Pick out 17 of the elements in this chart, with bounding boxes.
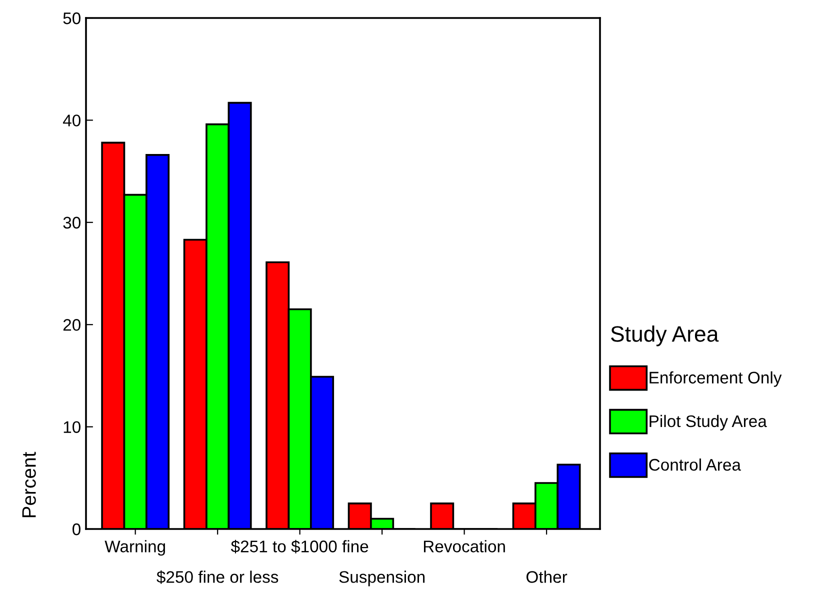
legend-label: Enforcement Only <box>650 371 782 387</box>
y-tick-label: 20 <box>63 319 80 331</box>
legend-label: Control Area <box>649 458 741 471</box>
y-tick-label: 50 <box>63 12 80 24</box>
y-tick-label: 10 <box>64 421 80 434</box>
legend-label: Pilot Study Area <box>650 414 767 430</box>
x-tick-label: $251 to $1000 fine <box>230 540 368 554</box>
x-tick-label: $250 fine or less <box>156 570 278 584</box>
y-tick-label: 40 <box>62 114 80 126</box>
x-tick-label: Other <box>526 570 568 583</box>
y-axis-title: Percent <box>22 452 36 518</box>
y-tick-label: 0 <box>72 523 80 536</box>
x-tick-label: Suspension <box>339 570 425 586</box>
x-tick-label: Revocation <box>424 540 505 552</box>
y-tick-label: 30 <box>63 216 80 229</box>
x-tick-label: Warning <box>104 540 165 556</box>
legend-title: Study Area <box>611 326 719 346</box>
